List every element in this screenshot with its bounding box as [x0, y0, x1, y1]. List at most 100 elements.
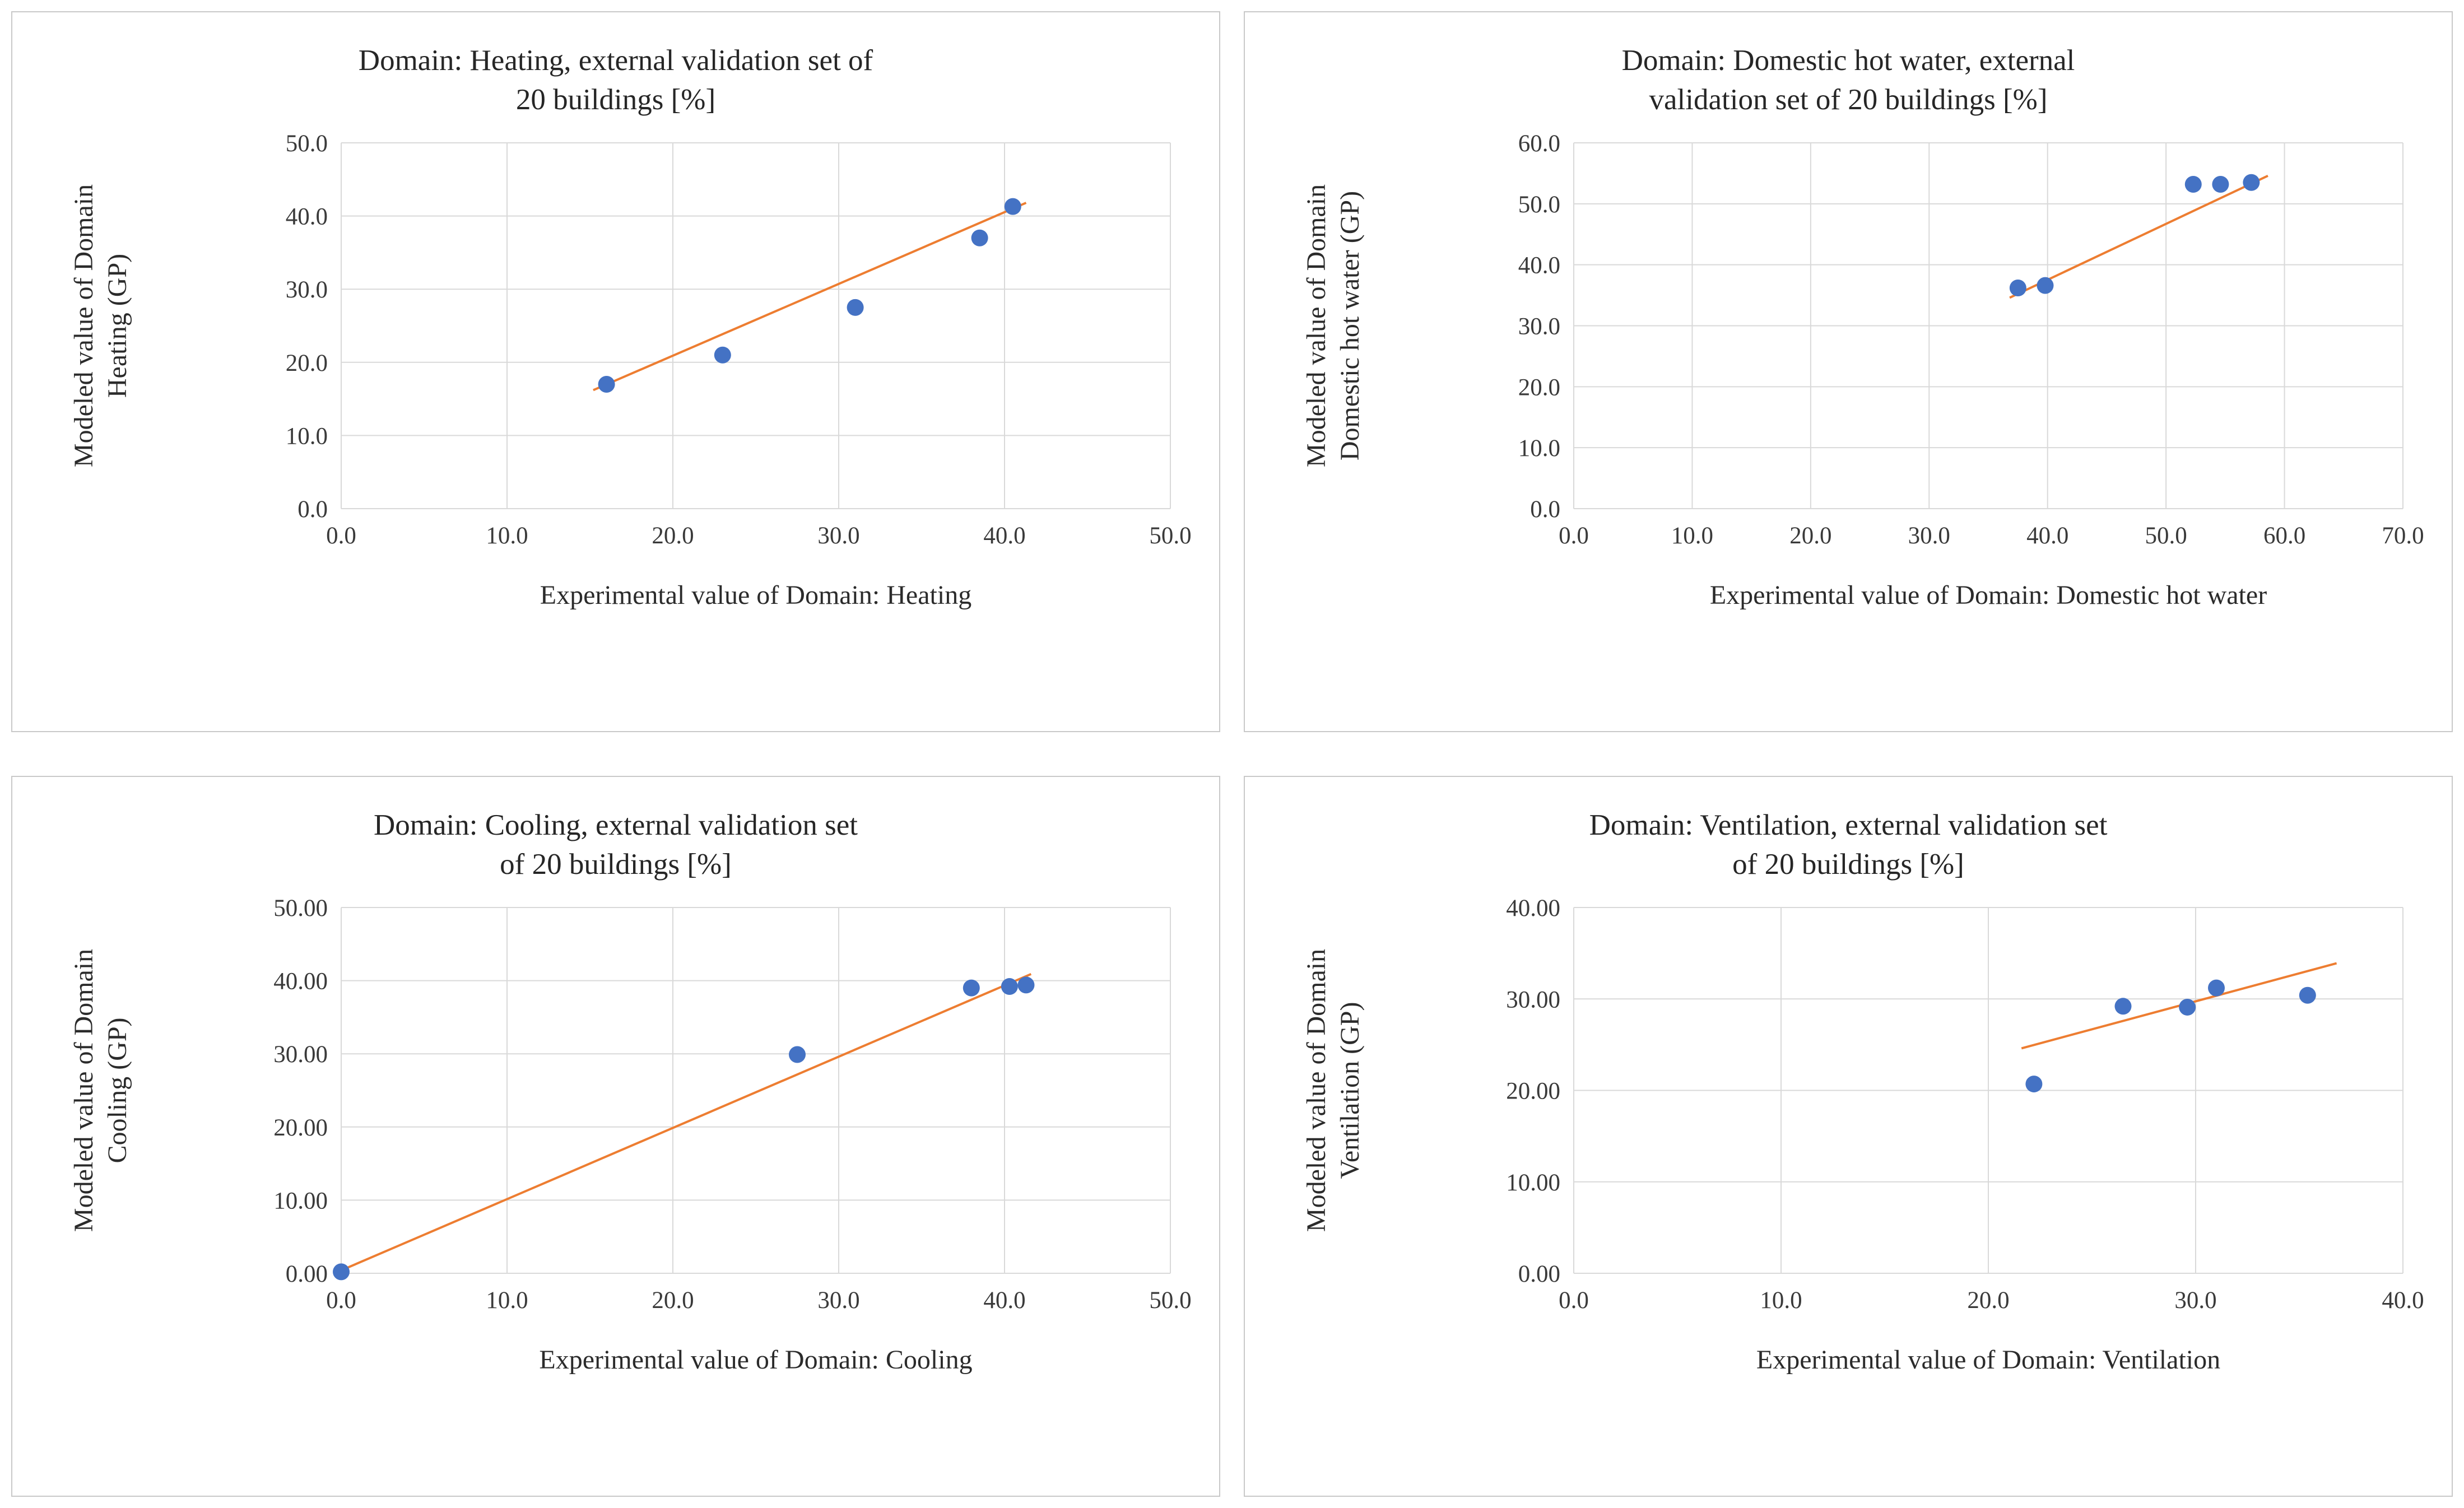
x-tick-label: 10.0	[486, 523, 528, 549]
x-tick-label: 40.0	[983, 1287, 1025, 1314]
x-tick-label: 0.0	[1559, 523, 1589, 549]
x-tick-label: 20.0	[1789, 523, 1831, 549]
y-axis-label: Modeled value of Domain Ventilation (GP)	[1301, 949, 1365, 1232]
y-tick-label: 0.0	[297, 496, 328, 523]
trendline	[2021, 962, 2337, 1050]
chart-panel-domestic-hot-water: Domain: Domestic hot water, external val…	[1244, 11, 2453, 732]
y-tick-label: 50.0	[286, 134, 328, 157]
x-tick-label: 20.0	[1967, 1287, 2009, 1314]
x-tick-label: 40.0	[983, 523, 1025, 549]
x-tick-label: 50.0	[2145, 523, 2187, 549]
scatter-point	[2114, 998, 2132, 1015]
scatter-plot-ventilation: 0.0 10.0 20.0 30.0 40.0 0.00 10.00 20.00 30.00 40…	[1301, 899, 2424, 1375]
y-tick-label: 10.0	[1518, 435, 1560, 462]
x-tick-label: 30.0	[817, 523, 859, 549]
chart-title-line: Domain: Cooling, external validation set	[373, 809, 858, 841]
scatter-plot-domestic-hot-water: 0.0 10.0 20.0 30.0 40.0 50.0 60.0 70.0 0.0 10.0 20…	[1301, 134, 2424, 610]
scatter-point	[2184, 175, 2202, 193]
x-tick-label: 10.0	[486, 1287, 528, 1314]
chart-title-line: Domain: Heating, external validation set…	[358, 44, 873, 77]
y-tick-label: 20.00	[273, 1115, 328, 1141]
y-tick-label: 0.0	[1530, 496, 1560, 523]
x-tick-label: 70.0	[2382, 523, 2424, 549]
y-tick-label: 40.00	[273, 969, 328, 995]
scatter-point	[598, 375, 615, 393]
scatter-point	[2025, 1075, 2043, 1092]
trendline	[2009, 174, 2268, 299]
scatter-point	[333, 1263, 350, 1281]
y-tick-label: 30.0	[1518, 313, 1560, 339]
x-tick-label: 50.0	[1149, 1287, 1191, 1314]
scatter-point	[714, 346, 731, 364]
y-axis-label: Modeled value of Domain Heating (GP)	[69, 184, 132, 467]
scatter-point	[1017, 976, 1035, 994]
scatter-point	[1001, 978, 1018, 995]
scatter-point	[2299, 986, 2316, 1004]
x-tick-label: 0.0	[326, 523, 356, 549]
chart-title-line: validation set of 20 buildings [%]	[1649, 83, 2048, 116]
y-tick-label: 20.00	[1506, 1078, 1560, 1104]
x-tick-label: 50.0	[1149, 523, 1191, 549]
chart-panel-ventilation: Domain: Ventilation, external validation…	[1244, 776, 2453, 1497]
scatter-point	[2243, 174, 2260, 191]
x-tick-label: 20.0	[652, 1287, 694, 1314]
y-tick-label: 50.0	[1518, 192, 1560, 218]
x-tick-label: 30.0	[2174, 1287, 2216, 1314]
y-tick-label: 60.0	[1518, 134, 1560, 157]
x-tick-label: 60.0	[2263, 523, 2305, 549]
scatter-point	[847, 299, 864, 316]
y-tick-label: 40.0	[1518, 253, 1560, 279]
y-tick-label: 30.00	[1506, 986, 1560, 1013]
x-tick-label: 0.0	[326, 1287, 356, 1314]
scatter-point	[963, 979, 980, 997]
chart-title-line: of 20 buildings [%]	[1732, 848, 1964, 881]
x-axis-label: Experimental value of Domain: Heating	[540, 580, 971, 610]
y-tick-label: 20.0	[1518, 374, 1560, 401]
y-tick-label: 0.00	[286, 1261, 328, 1287]
x-axis-label: Experimental value of Domain: Domestic h…	[1710, 580, 2267, 610]
y-axis-label: Modeled value of Domain Domestic hot wate…	[1301, 184, 1365, 467]
y-tick-label: 30.00	[273, 1041, 328, 1068]
x-tick-label: 30.0	[817, 1287, 859, 1314]
trendline	[341, 972, 1032, 1272]
x-tick-label: 10.0	[1671, 523, 1713, 549]
x-axis-label: Experimental value of Domain: Cooling	[539, 1345, 972, 1375]
y-tick-label: 10.0	[286, 423, 328, 449]
chart-title-domestic-hot-water: Domain: Domestic hot water, external val…	[1622, 41, 2075, 120]
chart-title-cooling: Domain: Cooling, external validation set…	[374, 806, 858, 885]
chart-title-line: Domain: Ventilation, external validation…	[1589, 809, 2108, 841]
x-tick-label: 40.0	[2382, 1287, 2424, 1314]
y-tick-label: 40.0	[286, 204, 328, 230]
chart-title-line: 20 buildings [%]	[515, 83, 716, 116]
scatter-plot-cooling: 0.0 10.0 20.0 30.0 40.0 50.0 0.00 10.00 20.00 30.…	[69, 899, 1192, 1375]
chart-panel-cooling: Domain: Cooling, external validation set…	[11, 776, 1220, 1497]
x-tick-label: 40.0	[2026, 523, 2068, 549]
scatter-point	[2009, 279, 2026, 296]
y-tick-label: 0.00	[1518, 1261, 1560, 1287]
chart-title-ventilation: Domain: Ventilation, external validation…	[1589, 806, 2108, 885]
y-tick-label: 30.0	[286, 277, 328, 303]
y-tick-label: 10.00	[1506, 1170, 1560, 1196]
y-tick-label: 20.0	[286, 350, 328, 376]
trendline	[593, 202, 1027, 392]
scatter-point	[2179, 998, 2196, 1016]
chart-title-line: Domain: Domestic hot water, external	[1621, 44, 2075, 77]
scatter-point	[1004, 198, 1021, 215]
y-tick-label: 40.00	[1506, 899, 1560, 921]
x-tick-label: 0.0	[1559, 1287, 1589, 1314]
chart-title-heating: Domain: Heating, external validation set…	[359, 41, 873, 120]
x-axis-label: Experimental value of Domain: Ventilatio…	[1756, 1345, 2220, 1375]
scatter-point	[789, 1046, 806, 1063]
y-tick-label: 10.00	[273, 1188, 328, 1214]
scatter-point	[2212, 175, 2229, 193]
chart-panel-heating: Domain: Heating, external validation set…	[11, 11, 1220, 732]
scatter-point	[2208, 979, 2225, 997]
x-tick-label: 10.0	[1760, 1287, 1802, 1314]
x-tick-label: 30.0	[1908, 523, 1950, 549]
chart-title-line: of 20 buildings [%]	[500, 848, 732, 881]
x-tick-label: 20.0	[652, 523, 694, 549]
scatter-point	[971, 229, 988, 246]
scatter-point	[2037, 277, 2054, 294]
scatter-plot-heating: 0.0 10.0 20.0 30.0 40.0 50.0 0.0 10.0 20.0 30.0 40…	[69, 134, 1192, 610]
